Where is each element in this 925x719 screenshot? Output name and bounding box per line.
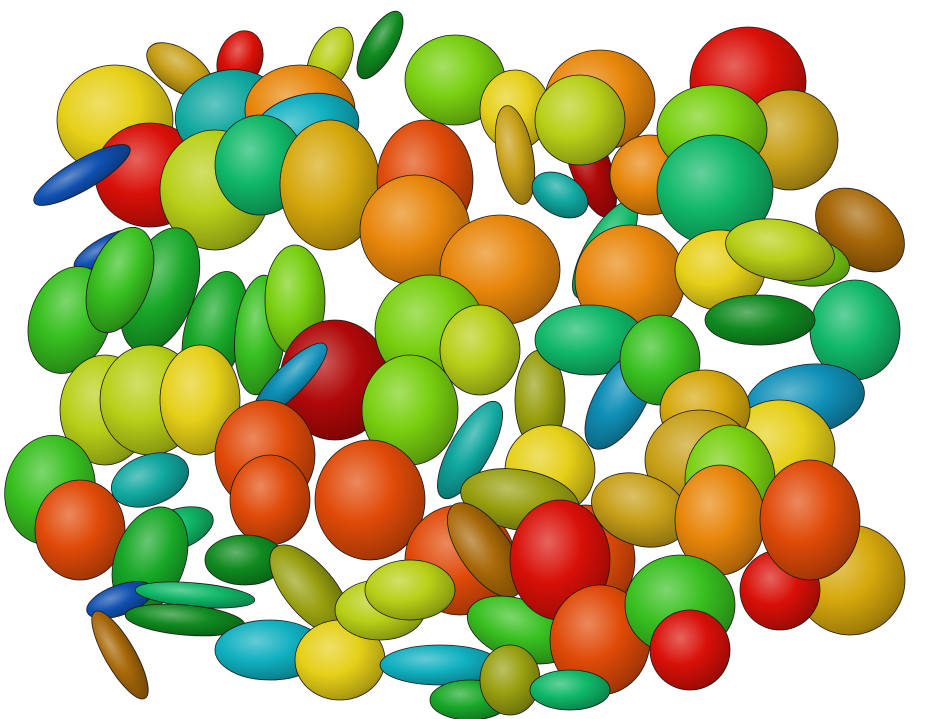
disc-particle — [725, 218, 835, 282]
disc-particle — [649, 609, 731, 691]
disc-particle — [494, 105, 536, 205]
disc-particle — [704, 294, 816, 346]
disc-particle — [437, 400, 503, 500]
disc-particle — [85, 226, 155, 334]
disc-particle — [446, 502, 524, 598]
disc-particle — [479, 644, 541, 716]
disc-particle — [531, 171, 589, 219]
disc-particle — [529, 669, 611, 711]
disc-particle — [91, 610, 149, 700]
disc-particle — [314, 439, 426, 561]
disc-particle — [356, 10, 404, 80]
disc-particle — [33, 144, 131, 206]
disc-particle — [111, 452, 189, 508]
disc-particle — [34, 479, 126, 581]
disc-particle — [364, 559, 456, 621]
disc-particle — [159, 344, 241, 456]
disc-particle — [229, 454, 311, 546]
disc-particle — [534, 74, 626, 166]
disc-particle — [759, 459, 861, 581]
disc-particles — [4, 10, 906, 719]
disc-particle — [439, 304, 521, 396]
